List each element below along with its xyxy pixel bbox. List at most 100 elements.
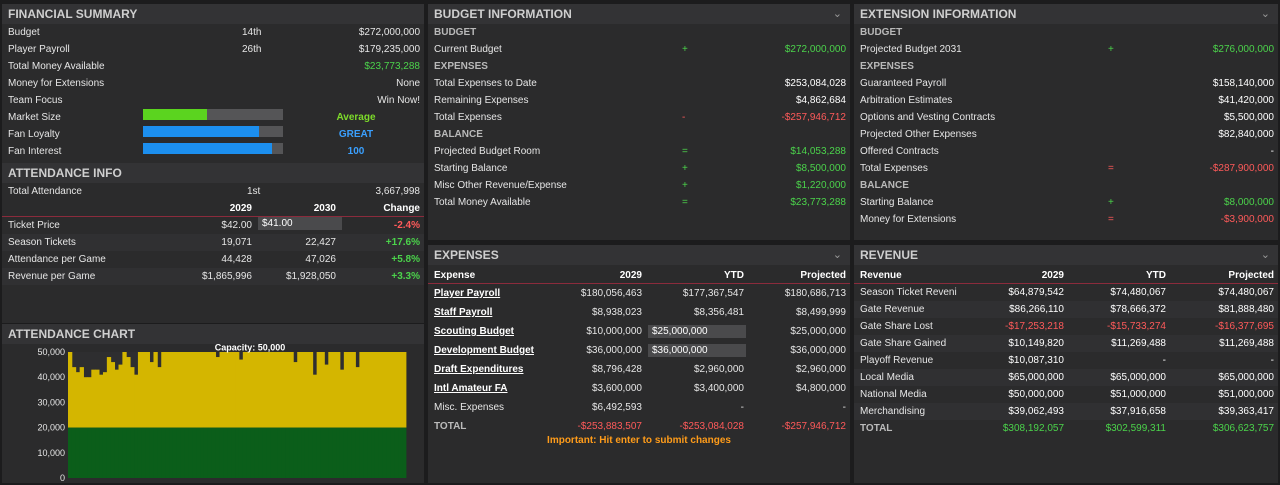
attendance-bar-base [180, 427, 185, 478]
attendance-bar [95, 369, 100, 428]
attendance-bar [114, 369, 119, 428]
attendance-bar-base [172, 427, 178, 478]
attendance-bar-base [270, 427, 275, 478]
attendance-bar [246, 352, 251, 428]
col-revenue: Revenue [860, 270, 902, 281]
attendance-bar-base [118, 427, 123, 478]
attendance-bar [87, 377, 92, 428]
summary-rank: 26th [242, 44, 262, 55]
attendance-2029: $1,865,996 [201, 271, 252, 282]
expense-link[interactable]: Scouting Budget [434, 326, 514, 337]
attendance-row: Revenue per Game $1,865,996 $1,928,050 +3.3… [2, 268, 424, 285]
attendance-bar-base [394, 427, 399, 478]
attendance-bar [149, 362, 154, 428]
attendance-bar-base [339, 427, 345, 478]
total-attendance-value: 3,667,998 [375, 186, 421, 197]
info-operator: + [1108, 44, 1114, 55]
info-value: $253,084,028 [784, 78, 846, 89]
revenue-label: Gate Revenue [860, 304, 925, 315]
info-row: Current Budget + $272,000,000 [428, 41, 850, 58]
budget-input[interactable]: $36,000,000 [648, 344, 746, 357]
attendance-bar-base [386, 427, 391, 478]
expense-projected: $8,499,999 [795, 307, 846, 318]
attendance-bar-base [176, 427, 182, 478]
info-row: Total Money Available = $23,773,288 [428, 194, 850, 211]
info-value: $272,000,000 [784, 44, 846, 55]
attendance-bar [351, 352, 356, 428]
expense-projected: - [842, 402, 846, 413]
revenue-ytd: $11,269,488 [1111, 338, 1166, 349]
ticket-price-input[interactable]: $41.00 [258, 217, 342, 230]
attendance-bar [169, 352, 174, 428]
info-value: $23,773,288 [790, 197, 846, 208]
attendance-2030: 47,026 [305, 254, 336, 265]
attendance-bar-base [374, 427, 380, 478]
chevron-down-icon[interactable]: ⌄ [1260, 8, 1270, 20]
budget-input[interactable]: $25,000,000 [648, 325, 746, 338]
section-label: EXPENSES [860, 61, 914, 72]
attendance-change: +17.6% [385, 237, 420, 248]
attendance-bar-base [281, 427, 286, 478]
attendance-2029: $42.00 [221, 220, 252, 231]
chevron-down-icon[interactable]: ⌄ [832, 249, 842, 261]
attendance-bar [258, 352, 263, 428]
attendance-bar [227, 352, 232, 428]
summary-row: Total Money Available $23,773,288 [2, 58, 424, 75]
info-label: Projected Budget Room [434, 146, 541, 157]
meter-row: Fan Loyalty GREAT [2, 126, 424, 143]
attendance-bar [297, 352, 302, 428]
info-row: Remaining Expenses $4,862,684 [428, 92, 850, 109]
attendance-bar [328, 352, 333, 428]
attendance-bar-base [83, 427, 88, 478]
attendance-bar [394, 352, 399, 428]
col-2029: 2029 [1041, 270, 1064, 281]
attendance-bar [153, 352, 158, 428]
chevron-down-icon[interactable]: ⌄ [1260, 249, 1270, 261]
expense-link[interactable]: Development Budget [434, 345, 535, 356]
expense-2029: $8,796,428 [591, 364, 642, 375]
revenue-ytd: - [1162, 355, 1166, 366]
info-operator: = [1108, 214, 1114, 225]
chevron-down-icon[interactable]: ⌄ [832, 8, 842, 20]
info-label: Guaranteed Payroll [860, 78, 947, 89]
attendance-bar [200, 352, 205, 428]
revenue-ytd: $65,000,000 [1110, 372, 1166, 383]
attendance-bar [75, 372, 81, 428]
expense-link[interactable]: Staff Payroll [434, 307, 493, 318]
attendance-bar-base [304, 427, 310, 478]
info-value: $14,053,288 [790, 146, 846, 157]
attendance-bar-base [355, 427, 360, 478]
y-tick-label: 30,000 [37, 397, 65, 407]
revenue-ytd: $51,000,000 [1110, 389, 1166, 400]
attendance-bar [130, 367, 135, 428]
expense-2029: $10,000,000 [586, 326, 642, 337]
revenue-label: Gate Share Lost [860, 321, 933, 332]
attendance-bar-base [390, 427, 395, 478]
attendance-bar-base [145, 427, 150, 478]
expense-link[interactable]: Player Payroll [434, 288, 501, 299]
meter-row: Fan Interest 100 [2, 143, 424, 160]
revenue-row: TOTAL $308,192,057 $302,599,311 $306,623,75… [854, 420, 1278, 437]
attendance-bar-base [378, 427, 384, 478]
attendance-bar-base [351, 427, 356, 478]
expense-ytd: $177,367,547 [682, 288, 744, 299]
attendance-bar-base [402, 427, 407, 478]
meter-value: GREAT [338, 129, 374, 140]
revenue-label: Gate Share Gained [860, 338, 947, 349]
attendance-bar [235, 352, 240, 428]
attendance-bar [347, 352, 353, 428]
revenue-2029: $39,062,493 [1008, 406, 1064, 417]
attendance-bar [390, 352, 395, 428]
attendance-bar-base [188, 427, 193, 478]
meter-bar [143, 126, 283, 137]
expense-link[interactable]: Intl Amateur FA [434, 383, 508, 394]
info-row: Arbitration Estimates $41,420,000 [854, 92, 1278, 109]
revenue-ytd: -$15,733,274 [1107, 321, 1166, 332]
expense-link[interactable]: Draft Expenditures [434, 364, 524, 375]
attendance-chart-title: ATTENDANCE CHART [2, 324, 424, 344]
expense-projected: $180,686,713 [784, 288, 846, 299]
attendance-bar-base [277, 427, 283, 478]
attendance-bar [343, 352, 349, 428]
financial-summary-title: FINANCIAL SUMMARY [2, 4, 424, 24]
attendance-bar [359, 352, 364, 428]
